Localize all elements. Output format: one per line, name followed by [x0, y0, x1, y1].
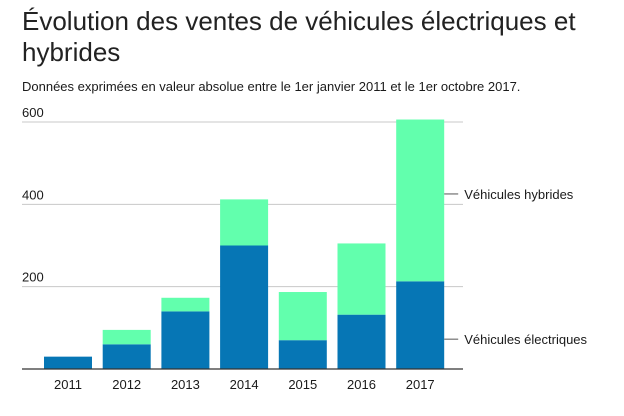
axes: 2011 2012 2013 2014 2015 2016 2017 [22, 368, 463, 392]
bar-hybrid-2016 [337, 243, 386, 315]
bar-hybrid-2015 [278, 292, 327, 341]
x-tick-label-2017: 2017 [406, 377, 435, 392]
bar-electric-2013 [161, 311, 210, 369]
gridlines: 200 400 600 [22, 105, 463, 288]
bar-hybrid-2017 [396, 119, 445, 282]
legend-label-hybrid: Véhicules hybrides [464, 187, 574, 202]
x-tick-label-2011: 2011 [54, 377, 82, 392]
chart-subtitle: Données exprimées en valeur absolue entr… [22, 79, 521, 94]
bar-hybrid-2013 [161, 297, 210, 312]
bar-hybrid-2014 [220, 199, 269, 246]
bars [44, 119, 445, 369]
x-tick-label-2013: 2013 [171, 377, 200, 392]
bar-electric-2016 [337, 314, 386, 369]
y-tick-label: 600 [22, 105, 44, 120]
y-tick-label: 200 [22, 270, 44, 285]
legend: Véhicules électriques Véhicules hybrides [444, 187, 588, 347]
bar-electric-2015 [278, 340, 327, 369]
bar-electric-2017 [396, 281, 445, 369]
bar-hybrid-2012 [102, 329, 151, 345]
x-tick-label-2015: 2015 [288, 377, 317, 392]
bar-electric-2014 [220, 245, 269, 369]
bar-electric-2012 [102, 344, 151, 369]
legend-label-electric: Véhicules électriques [464, 332, 587, 347]
x-tick-label-2014: 2014 [230, 377, 259, 392]
y-tick-label: 400 [22, 187, 44, 202]
x-tick-label-2016: 2016 [347, 377, 376, 392]
bar-electric-2011 [44, 356, 92, 369]
x-tick-label-2012: 2012 [112, 377, 141, 392]
chart-title: Évolution des ventes de véhicules électr… [22, 6, 576, 67]
